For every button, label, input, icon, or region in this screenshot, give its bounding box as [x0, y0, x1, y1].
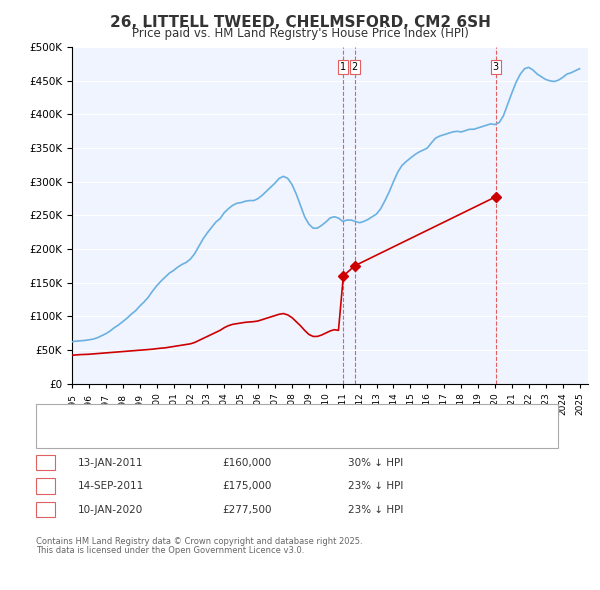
Text: Price paid vs. HM Land Registry's House Price Index (HPI): Price paid vs. HM Land Registry's House … [131, 27, 469, 40]
Text: 13-JAN-2011: 13-JAN-2011 [78, 458, 143, 467]
Text: 1: 1 [340, 63, 346, 73]
Text: 14-SEP-2011: 14-SEP-2011 [78, 481, 144, 491]
Text: £175,000: £175,000 [222, 481, 271, 491]
Text: £277,500: £277,500 [222, 505, 271, 514]
Text: This data is licensed under the Open Government Licence v3.0.: This data is licensed under the Open Gov… [36, 546, 304, 555]
Text: HPI: Average price, semi-detached house, Chelmsford: HPI: Average price, semi-detached house,… [84, 426, 347, 435]
Text: 23% ↓ HPI: 23% ↓ HPI [348, 505, 403, 514]
Text: 2: 2 [42, 481, 49, 491]
Text: 2: 2 [352, 63, 358, 73]
Text: 1: 1 [42, 458, 49, 467]
Text: 23% ↓ HPI: 23% ↓ HPI [348, 481, 403, 491]
Text: 3: 3 [493, 63, 499, 73]
Text: 30% ↓ HPI: 30% ↓ HPI [348, 458, 403, 467]
Text: 26, LITTELL TWEED, CHELMSFORD, CM2 6SH: 26, LITTELL TWEED, CHELMSFORD, CM2 6SH [110, 15, 490, 30]
Text: 3: 3 [42, 505, 49, 514]
Text: 26, LITTELL TWEED, CHELMSFORD, CM2 6SH (semi-detached house): 26, LITTELL TWEED, CHELMSFORD, CM2 6SH (… [84, 411, 419, 421]
Text: £160,000: £160,000 [222, 458, 271, 467]
Text: Contains HM Land Registry data © Crown copyright and database right 2025.: Contains HM Land Registry data © Crown c… [36, 537, 362, 546]
Text: 10-JAN-2020: 10-JAN-2020 [78, 505, 143, 514]
